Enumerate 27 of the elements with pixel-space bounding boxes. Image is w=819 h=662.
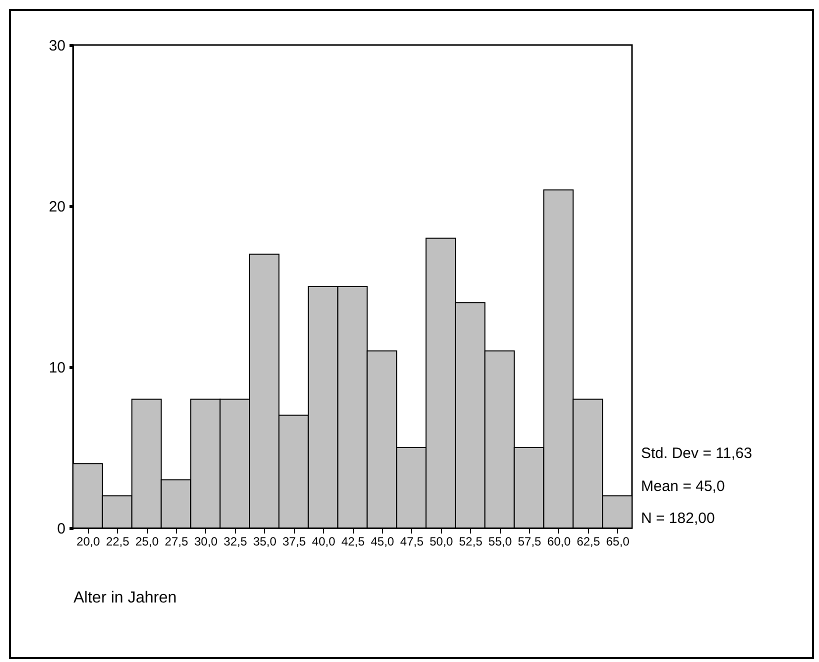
x-tick-label: 62,5 — [576, 534, 600, 548]
x-tick-label: 60,0 — [547, 534, 571, 548]
x-tick-label: 22,5 — [106, 534, 130, 548]
x-tick-label: 40,0 — [312, 534, 336, 548]
text: Mean = 45,0 — [641, 476, 726, 496]
x-tick-label: 65,0 — [606, 534, 630, 548]
x-tick-label: 55,0 — [488, 534, 512, 548]
x-tick-label: 52,5 — [459, 534, 483, 548]
y-tick-label: 10 — [48, 360, 66, 376]
x-tick-label: 30,0 — [194, 534, 218, 548]
x-tick-label: 20,0 — [76, 534, 100, 548]
x-tick-label: 32,5 — [224, 534, 248, 548]
x-tick-label: 42,5 — [341, 534, 365, 548]
x-tick-label: 37,5 — [282, 534, 306, 548]
x-tick-label: 50,0 — [430, 534, 454, 548]
x-axis-title: Alter in Jahren — [74, 590, 177, 606]
x-tick-label: 35,0 — [253, 534, 277, 548]
x-tick-label: 57,5 — [518, 534, 542, 548]
y-tick-label: 0 — [57, 520, 66, 538]
y-tick-label: 20 — [48, 198, 66, 216]
text: Std. Dev = 11,63 — [641, 444, 752, 464]
x-tick-label: 47,5 — [400, 534, 424, 548]
text: N = 182,00 — [641, 509, 716, 529]
x-tick-label: 45,0 — [370, 534, 394, 548]
x-tick-label: 25,0 — [135, 534, 160, 548]
x-tick-label: 27,5 — [164, 534, 188, 548]
y-tick-label: 30 — [48, 38, 66, 54]
